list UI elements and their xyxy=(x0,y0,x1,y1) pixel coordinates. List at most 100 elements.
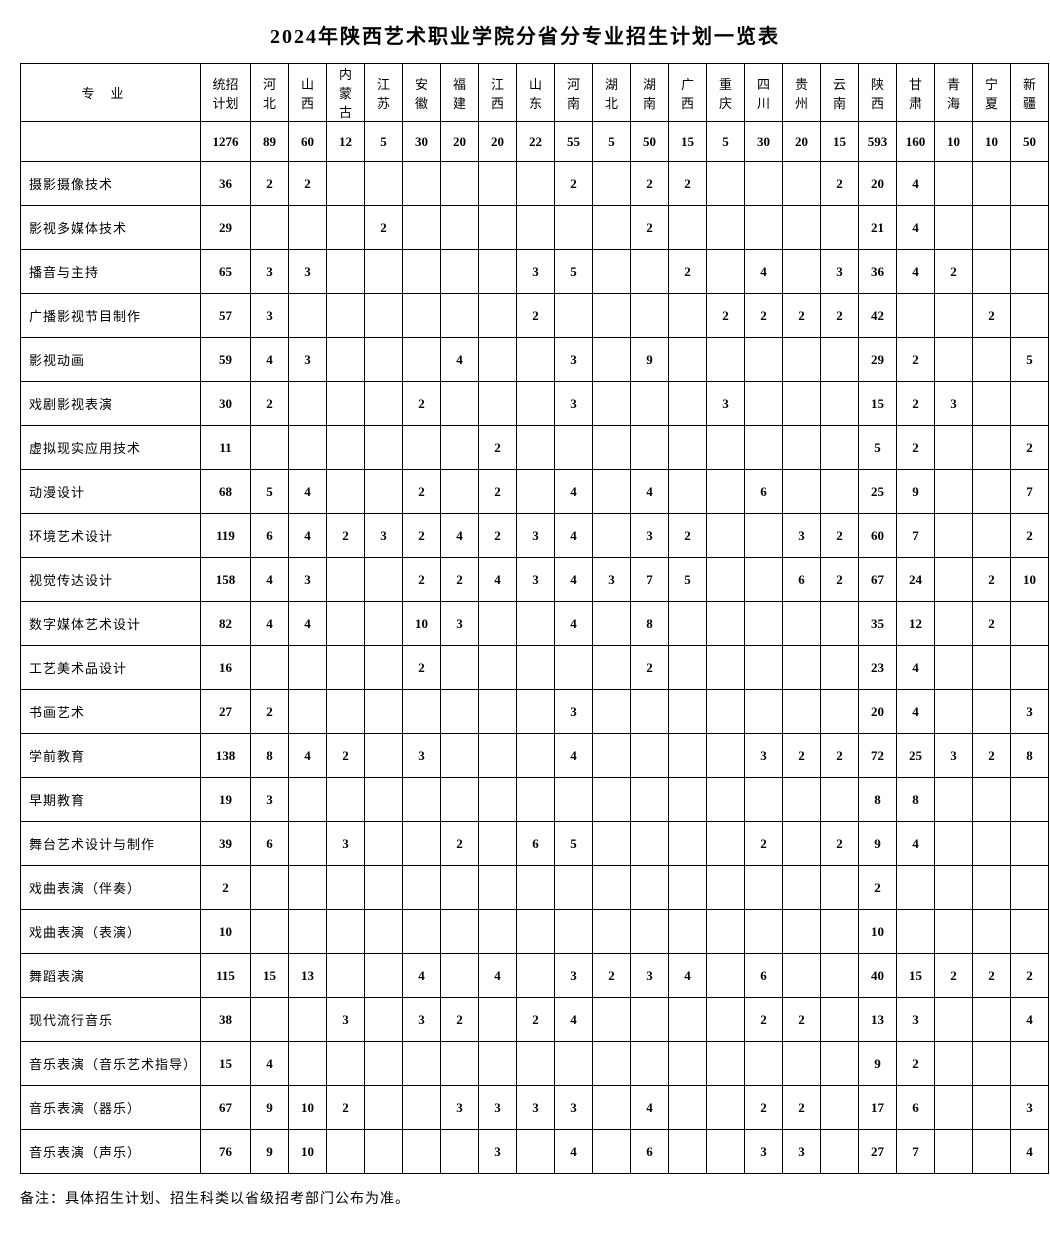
cell-value: 20 xyxy=(859,690,897,734)
cell-value xyxy=(935,998,973,1042)
cell-value xyxy=(669,866,707,910)
cell-total: 82 xyxy=(201,602,251,646)
cell-value: 4 xyxy=(555,558,593,602)
cell-value xyxy=(745,866,783,910)
cell-value: 15 xyxy=(251,954,289,998)
cell-value xyxy=(327,646,365,690)
cell-value xyxy=(365,690,403,734)
cell-value xyxy=(973,1086,1011,1130)
cell-value: 20 xyxy=(859,162,897,206)
cell-major: 视觉传达设计 xyxy=(21,558,201,602)
cell-value: 3 xyxy=(441,1086,479,1130)
cell-major: 播音与主持 xyxy=(21,250,201,294)
cell-value: 25 xyxy=(859,470,897,514)
cell-value: 2 xyxy=(783,734,821,778)
cell-value xyxy=(669,998,707,1042)
cell-value xyxy=(593,162,631,206)
cell-value xyxy=(403,338,441,382)
cell-value: 3 xyxy=(1011,690,1049,734)
cell-value xyxy=(441,734,479,778)
cell-value xyxy=(935,514,973,558)
cell-value xyxy=(517,954,555,998)
cell-value: 6 xyxy=(745,470,783,514)
cell-value: 3 xyxy=(517,250,555,294)
cell-value xyxy=(327,602,365,646)
cell-value: 3 xyxy=(707,382,745,426)
cell-value: 5 xyxy=(555,250,593,294)
cell-value: 2 xyxy=(745,998,783,1042)
cell-value xyxy=(707,734,745,778)
cell-value xyxy=(593,1130,631,1174)
cell-value: 2 xyxy=(1011,514,1049,558)
cell-value: 2 xyxy=(1011,426,1049,470)
total-province: 30 xyxy=(403,122,441,162)
cell-value: 9 xyxy=(251,1130,289,1174)
table-header-row: 专业 统招计划 河北山西内蒙古江苏安徽福建江西山东河南湖北湖南广西重庆四川贵州云… xyxy=(21,64,1049,122)
cell-value xyxy=(479,778,517,822)
table-row: 戏曲表演（伴奏）22 xyxy=(21,866,1049,910)
cell-value xyxy=(935,646,973,690)
cell-value xyxy=(403,866,441,910)
cell-value: 7 xyxy=(631,558,669,602)
total-province: 5 xyxy=(593,122,631,162)
cell-value xyxy=(403,690,441,734)
total-province: 10 xyxy=(973,122,1011,162)
cell-value xyxy=(365,954,403,998)
cell-value xyxy=(441,250,479,294)
cell-value: 4 xyxy=(897,250,935,294)
cell-value xyxy=(517,426,555,470)
cell-value xyxy=(289,690,327,734)
cell-value: 4 xyxy=(441,338,479,382)
cell-value xyxy=(327,382,365,426)
total-province: 60 xyxy=(289,122,327,162)
cell-value xyxy=(783,866,821,910)
cell-value xyxy=(289,866,327,910)
cell-value xyxy=(973,1130,1011,1174)
cell-value xyxy=(821,338,859,382)
cell-value: 8 xyxy=(631,602,669,646)
cell-value xyxy=(555,1042,593,1086)
cell-value: 2 xyxy=(935,250,973,294)
cell-value xyxy=(821,646,859,690)
cell-value xyxy=(327,558,365,602)
cell-value xyxy=(973,822,1011,866)
total-province: 50 xyxy=(1011,122,1049,162)
cell-value xyxy=(707,206,745,250)
cell-value xyxy=(365,998,403,1042)
cell-value: 3 xyxy=(479,1086,517,1130)
cell-value: 2 xyxy=(669,514,707,558)
cell-value: 3 xyxy=(935,734,973,778)
table-row: 摄影摄像技术36222222204 xyxy=(21,162,1049,206)
col-province: 江苏 xyxy=(365,64,403,122)
cell-value xyxy=(707,954,745,998)
cell-value xyxy=(707,250,745,294)
cell-value xyxy=(403,778,441,822)
table-row: 音乐表演（音乐艺术指导）15492 xyxy=(21,1042,1049,1086)
cell-value: 29 xyxy=(859,338,897,382)
cell-value xyxy=(669,1086,707,1130)
cell-value xyxy=(403,910,441,954)
cell-value xyxy=(783,250,821,294)
cell-value xyxy=(251,866,289,910)
cell-value xyxy=(935,206,973,250)
cell-value: 6 xyxy=(251,822,289,866)
cell-value xyxy=(441,162,479,206)
cell-value xyxy=(935,294,973,338)
col-province: 福建 xyxy=(441,64,479,122)
cell-value xyxy=(707,602,745,646)
cell-total: 38 xyxy=(201,998,251,1042)
cell-value: 3 xyxy=(821,250,859,294)
cell-value: 8 xyxy=(859,778,897,822)
cell-value xyxy=(479,1042,517,1086)
cell-value xyxy=(365,470,403,514)
cell-value: 4 xyxy=(251,1042,289,1086)
cell-value xyxy=(1011,778,1049,822)
cell-value xyxy=(327,866,365,910)
cell-value xyxy=(669,206,707,250)
cell-value: 3 xyxy=(555,382,593,426)
cell-value: 2 xyxy=(289,162,327,206)
total-overall: 1276 xyxy=(201,122,251,162)
cell-value xyxy=(251,910,289,954)
cell-value xyxy=(365,1086,403,1130)
cell-value xyxy=(441,470,479,514)
